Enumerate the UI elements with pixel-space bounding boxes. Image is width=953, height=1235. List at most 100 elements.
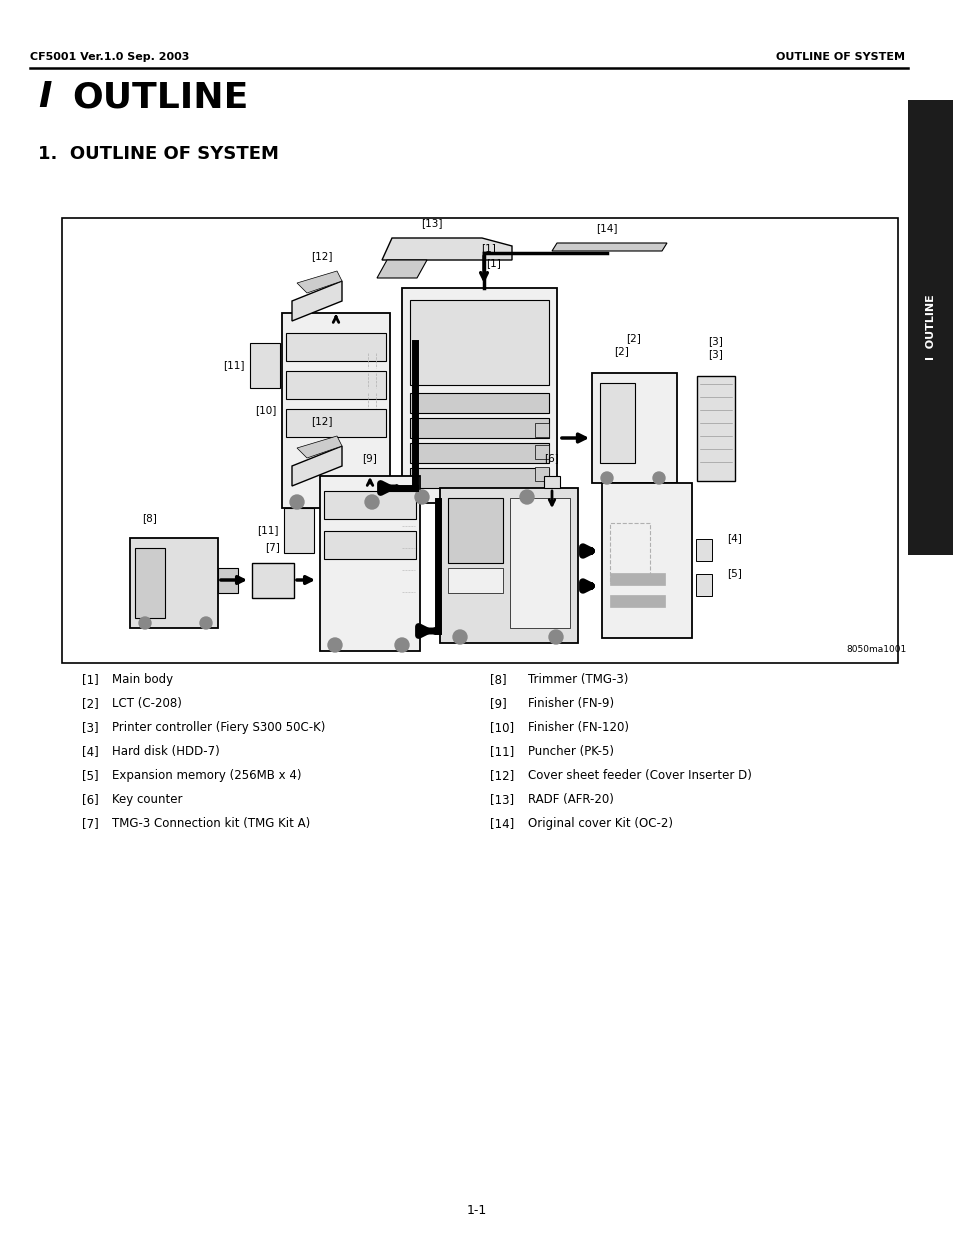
Text: [2]: [2] xyxy=(614,346,629,356)
Polygon shape xyxy=(552,243,666,251)
Text: [8]: [8] xyxy=(142,513,157,522)
Polygon shape xyxy=(296,270,341,293)
Text: [13]: [13] xyxy=(490,794,514,806)
Text: OUTLINE: OUTLINE xyxy=(71,80,248,114)
Circle shape xyxy=(139,618,151,629)
Bar xyxy=(609,595,664,606)
Polygon shape xyxy=(292,446,341,487)
Circle shape xyxy=(652,472,664,484)
Text: [9]: [9] xyxy=(362,453,377,463)
Text: [8]: [8] xyxy=(490,673,506,687)
Circle shape xyxy=(395,638,409,652)
Text: [12]: [12] xyxy=(490,769,514,783)
Bar xyxy=(218,568,237,593)
Bar xyxy=(410,393,548,412)
Circle shape xyxy=(548,630,562,643)
Text: [4]: [4] xyxy=(82,746,99,758)
Text: [12]: [12] xyxy=(311,251,333,261)
Bar xyxy=(510,498,569,629)
Text: LCT (C-208): LCT (C-208) xyxy=(112,698,182,710)
Text: [6]: [6] xyxy=(82,794,99,806)
Bar xyxy=(282,312,390,508)
Bar xyxy=(319,475,419,651)
Text: Finisher (FN-9): Finisher (FN-9) xyxy=(527,698,614,710)
Bar xyxy=(535,445,548,459)
Bar xyxy=(62,219,897,663)
Text: Main body: Main body xyxy=(112,673,172,687)
Text: CF5001 Ver.1.0 Sep. 2003: CF5001 Ver.1.0 Sep. 2003 xyxy=(30,52,190,62)
Text: Printer controller (Fiery S300 50C-K): Printer controller (Fiery S300 50C-K) xyxy=(112,721,325,735)
Circle shape xyxy=(290,495,304,509)
Bar xyxy=(324,531,416,559)
Circle shape xyxy=(365,495,378,509)
Bar xyxy=(410,468,548,488)
Bar xyxy=(448,498,502,563)
Bar xyxy=(130,538,218,629)
Bar xyxy=(696,538,711,561)
Text: [1]: [1] xyxy=(486,258,501,268)
Bar xyxy=(410,417,548,438)
Text: RADF (AFR-20): RADF (AFR-20) xyxy=(527,794,613,806)
Bar xyxy=(696,574,711,597)
Text: Hard disk (HDD-7): Hard disk (HDD-7) xyxy=(112,746,219,758)
Bar xyxy=(401,288,557,503)
Text: OUTLINE OF SYSTEM: OUTLINE OF SYSTEM xyxy=(775,52,904,62)
Text: [14]: [14] xyxy=(596,224,618,233)
Bar xyxy=(286,333,386,361)
Text: [7]: [7] xyxy=(265,542,280,552)
Text: [5]: [5] xyxy=(82,769,98,783)
Bar xyxy=(135,548,165,618)
Polygon shape xyxy=(381,238,512,261)
Bar xyxy=(535,424,548,437)
Text: 1.  OUTLINE OF SYSTEM: 1. OUTLINE OF SYSTEM xyxy=(38,144,278,163)
Bar xyxy=(609,522,649,583)
Polygon shape xyxy=(296,436,341,458)
Text: [6]: [6] xyxy=(544,453,558,463)
Bar xyxy=(439,488,578,643)
Polygon shape xyxy=(292,282,341,321)
Bar xyxy=(592,373,677,483)
Bar xyxy=(543,475,559,488)
Bar xyxy=(599,383,635,463)
Bar xyxy=(286,370,386,399)
Bar xyxy=(252,563,294,598)
Text: [3]: [3] xyxy=(708,350,722,359)
Text: [12]: [12] xyxy=(311,416,333,426)
Text: 1-1: 1-1 xyxy=(466,1203,487,1216)
Text: Key counter: Key counter xyxy=(112,794,182,806)
Text: [11]: [11] xyxy=(490,746,514,758)
Text: [4]: [4] xyxy=(726,534,741,543)
Bar xyxy=(286,409,386,437)
Bar xyxy=(601,483,691,638)
Text: [13]: [13] xyxy=(421,219,442,228)
Bar xyxy=(697,375,734,480)
Bar xyxy=(284,508,314,553)
Circle shape xyxy=(600,472,613,484)
Bar xyxy=(410,443,548,463)
Bar xyxy=(609,573,664,585)
Bar xyxy=(535,467,548,480)
Text: [3]: [3] xyxy=(82,721,98,735)
Bar xyxy=(410,300,548,385)
Text: Finisher (FN-120): Finisher (FN-120) xyxy=(527,721,628,735)
Circle shape xyxy=(519,490,534,504)
Text: [14]: [14] xyxy=(490,818,514,830)
Text: [1]: [1] xyxy=(82,673,99,687)
Bar xyxy=(907,100,953,555)
Polygon shape xyxy=(376,261,427,278)
Text: [11]: [11] xyxy=(257,525,278,535)
Text: [7]: [7] xyxy=(82,818,99,830)
Circle shape xyxy=(328,638,341,652)
Text: [5]: [5] xyxy=(726,568,741,578)
Text: Expansion memory (256MB x 4): Expansion memory (256MB x 4) xyxy=(112,769,301,783)
Text: 8050ma1001: 8050ma1001 xyxy=(846,646,906,655)
Text: [2]: [2] xyxy=(626,333,640,343)
Text: [10]: [10] xyxy=(490,721,514,735)
Text: [2]: [2] xyxy=(82,698,99,710)
Bar xyxy=(250,343,280,388)
Text: [1]: [1] xyxy=(481,243,496,253)
Text: [9]: [9] xyxy=(490,698,506,710)
Bar xyxy=(324,492,416,519)
Text: [10]: [10] xyxy=(255,405,276,415)
Text: [3]: [3] xyxy=(708,336,722,346)
